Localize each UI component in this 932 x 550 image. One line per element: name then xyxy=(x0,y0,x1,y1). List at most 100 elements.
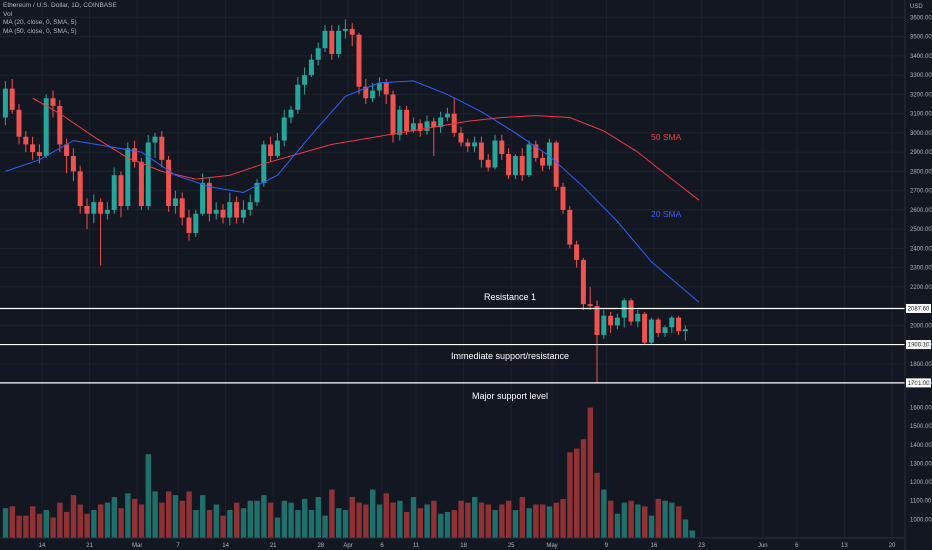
candle-body xyxy=(404,109,410,131)
candle-body xyxy=(336,30,342,54)
volume-bar xyxy=(478,502,485,538)
candle-body xyxy=(2,88,8,118)
candle-body xyxy=(349,28,355,35)
volume-bar xyxy=(621,502,627,538)
candle-body xyxy=(546,142,552,166)
volume-bar xyxy=(410,497,417,538)
volume-bar xyxy=(91,510,97,538)
candle-body xyxy=(444,113,450,118)
y-tick-label: 1800.00 xyxy=(910,362,932,368)
volume-bar xyxy=(166,491,172,538)
y-tick-label: 2900.00 xyxy=(910,150,932,156)
volume-bar xyxy=(682,519,689,538)
candle-body xyxy=(614,317,620,326)
candle-body xyxy=(70,155,76,172)
candle-body xyxy=(485,159,491,168)
candle-body xyxy=(220,209,226,218)
candle-body xyxy=(431,121,437,128)
candle-body xyxy=(410,123,416,131)
y-tick-label: 2800.00 xyxy=(910,169,932,175)
volume-bar xyxy=(274,517,281,538)
volume-legend[interactable]: Vol xyxy=(3,10,13,18)
volume-bar xyxy=(512,510,519,538)
volume-bar xyxy=(472,497,478,538)
volume-bar xyxy=(417,508,423,538)
candle-body xyxy=(288,109,294,118)
x-tick-label: 11 xyxy=(413,543,420,549)
x-tick-label: Mar xyxy=(132,543,142,549)
volume-tick-label: 1200.00 xyxy=(910,480,932,486)
volume-bar xyxy=(247,500,253,538)
candle-body xyxy=(295,84,301,110)
candle-body xyxy=(16,109,22,137)
y-tick-label: 2700.00 xyxy=(910,189,932,195)
volume-bar xyxy=(125,493,131,538)
volume-bar xyxy=(519,497,525,538)
volume-bar xyxy=(261,495,267,538)
candle-body xyxy=(465,142,471,147)
volume-bar xyxy=(172,495,179,538)
candle-body xyxy=(506,154,512,176)
x-tick-label: 18 xyxy=(460,543,467,549)
candle-body xyxy=(308,59,314,76)
candle-body xyxy=(145,142,151,207)
candle-body xyxy=(356,34,362,87)
volume-bar xyxy=(648,515,655,538)
volume-bar xyxy=(676,506,682,538)
candle-body xyxy=(608,315,614,326)
volume-bar xyxy=(608,500,614,538)
symbol-title[interactable]: Ethereum / U.S. Dollar, 1D, COINBASE xyxy=(3,2,117,9)
candle-body xyxy=(478,142,484,160)
volume-bar xyxy=(288,502,294,538)
volume-bar xyxy=(315,497,321,538)
candle-body xyxy=(111,175,117,210)
volume-bar xyxy=(404,511,410,538)
y-tick-label: 3100.00 xyxy=(910,112,932,118)
volume-bar xyxy=(77,504,83,538)
volume-bar xyxy=(57,502,63,538)
y-tick-label: 1900.00 xyxy=(910,343,932,349)
candle-body xyxy=(9,88,15,110)
volume-bar xyxy=(329,489,335,538)
candle-body xyxy=(206,182,212,214)
volume-bar xyxy=(193,510,199,538)
volume-bar xyxy=(240,508,247,538)
candle-body xyxy=(118,175,124,207)
candle-body xyxy=(424,121,430,131)
candle-body xyxy=(91,202,97,214)
candlesticks xyxy=(2,19,688,384)
sma50-label: 50 SMA xyxy=(651,132,682,142)
volume-bar xyxy=(431,500,437,538)
volume-tick-label: 1000.00 xyxy=(910,517,932,523)
level-label: Major support level xyxy=(472,391,548,401)
candle-body xyxy=(397,109,403,135)
candle-body xyxy=(526,144,532,176)
candle-body xyxy=(57,105,63,145)
x-tick-label: May xyxy=(546,543,557,549)
volume-bar xyxy=(111,497,117,538)
y-tick-label: 2400.00 xyxy=(910,246,932,252)
volume-bar xyxy=(50,517,56,538)
y-tick-label: 3000.00 xyxy=(910,131,932,137)
sma20-label: 20 SMA xyxy=(651,209,682,219)
candle-body xyxy=(98,202,104,214)
volume-bar xyxy=(227,510,233,538)
x-tick-label: 14 xyxy=(39,543,46,549)
candle-body xyxy=(315,48,321,60)
candle-body xyxy=(240,209,246,218)
candle-body xyxy=(104,209,110,214)
ma20-legend[interactable]: MA (20, close, 0, SMA, 5) xyxy=(3,19,77,27)
volume-bar xyxy=(533,504,539,538)
level-price-tag xyxy=(906,378,931,388)
candle-body xyxy=(376,82,382,91)
volume-bar xyxy=(268,502,274,538)
candle-body xyxy=(458,132,464,143)
volume-bar xyxy=(444,511,451,538)
candle-body xyxy=(533,144,539,158)
candle-body xyxy=(329,30,335,54)
ma50-legend[interactable]: MA (50, close, 0, SMA, 5) xyxy=(3,27,77,35)
volume-bar xyxy=(614,513,621,538)
candle-body xyxy=(64,144,70,156)
volume-bar xyxy=(370,489,376,538)
